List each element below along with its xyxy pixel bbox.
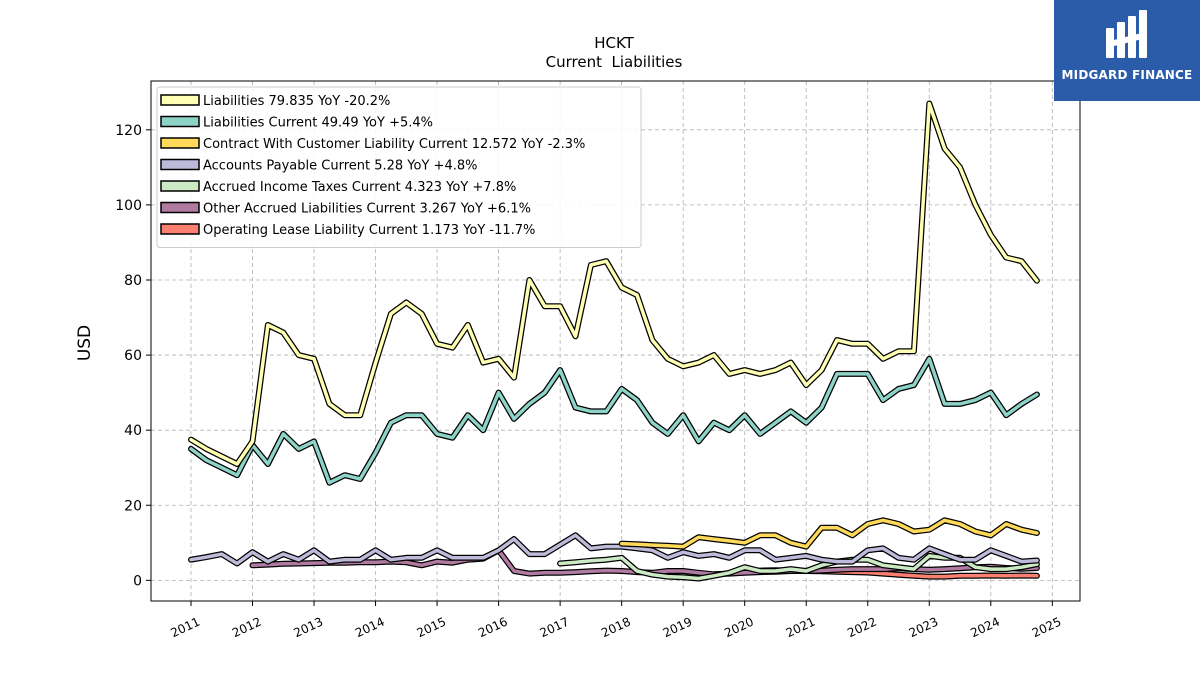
legend-label: Liabilities Current 49.49 YoY +5.4%: [203, 116, 433, 131]
legend-swatch: [160, 223, 200, 235]
legend-swatch: [160, 94, 200, 106]
y-tick-label: 60: [124, 348, 142, 364]
legend-label: Other Accrued Liabilities Current 3.267 …: [203, 202, 531, 217]
legend-box: [156, 86, 642, 248]
legend-label: Accounts Payable Current 5.28 YoY +4.8%: [203, 159, 477, 174]
legend-label: Contract With Customer Liability Current…: [203, 137, 585, 152]
series-line-outline: [618, 517, 1040, 550]
x-tick-label: 2022: [845, 615, 879, 641]
x-tick-label: 2013: [292, 615, 326, 641]
x-tick-label: 2023: [907, 615, 941, 641]
chart-title: HCKT: [594, 34, 634, 52]
legend-swatch: [160, 180, 200, 192]
y-tick-label: 20: [124, 498, 142, 514]
y-tick-label: 100: [115, 198, 142, 214]
x-tick-label: 2019: [661, 615, 695, 641]
series-layer: [188, 100, 1040, 582]
x-tick-label: 2011: [168, 615, 202, 641]
y-tick-label: 0: [133, 573, 142, 589]
series-line: [189, 101, 1039, 466]
legend-swatch: [160, 158, 200, 171]
legend-swatch: [160, 115, 200, 128]
x-tick-label: 2014: [353, 615, 387, 641]
plot-frame: [150, 80, 1081, 602]
x-tick-label: 2020: [722, 615, 756, 641]
legend: Liabilities 79.835 YoY -20.2% Liabilities…: [156, 86, 642, 248]
y-tick-label: 120: [115, 123, 142, 139]
legend-swatch: [160, 201, 200, 214]
legend-label: Accrued Income Taxes Current 4.323 YoY +…: [203, 180, 516, 195]
midgard-finance-logo: MIDGARD FINANCE: [1054, 0, 1200, 101]
y-axis-label: USD: [75, 325, 95, 361]
x-tick-label: 2024: [968, 615, 1002, 641]
x-tick-label: 2018: [599, 615, 633, 641]
x-tick-label: 2016: [476, 615, 510, 641]
series-line: [189, 533, 1039, 566]
x-tick-label: 2021: [784, 615, 818, 641]
y-tick-label: 40: [124, 423, 142, 439]
legend-swatch: [160, 137, 200, 149]
x-tick-label: 2012: [230, 615, 264, 641]
midgard-logo-icon: [1106, 10, 1147, 58]
series-line: [189, 357, 1039, 485]
x-tick-label: 2025: [1030, 615, 1064, 641]
legend-label: Liabilities 79.835 YoY -20.2%: [203, 94, 390, 109]
x-tick-label: 2017: [538, 615, 572, 641]
legend-label: Operating Lease Liability Current 1.173 …: [203, 223, 535, 238]
series-line: [619, 518, 1039, 549]
chart-subtitle: Current Liabilities: [546, 53, 683, 71]
logo-text: MIDGARD FINANCE: [1061, 68, 1193, 82]
x-tick-label: 2015: [415, 615, 449, 641]
y-tick-label: 80: [124, 273, 142, 289]
